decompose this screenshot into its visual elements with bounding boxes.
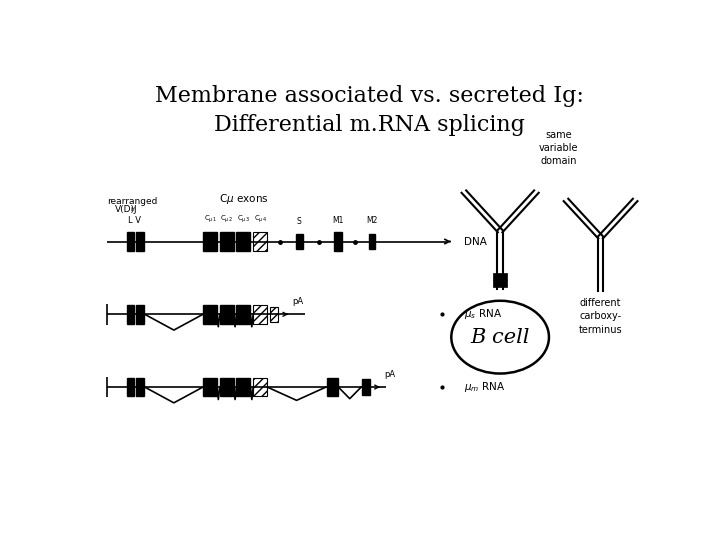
Text: $_H$: $_H$ — [130, 206, 136, 214]
Bar — [362, 379, 370, 395]
Text: V(D)J: V(D)J — [115, 206, 138, 214]
Bar — [127, 232, 134, 251]
Bar — [253, 232, 267, 251]
Bar — [369, 234, 375, 249]
Bar — [493, 273, 507, 280]
Text: Differential m.RNA splicing: Differential m.RNA splicing — [214, 114, 524, 136]
Bar — [127, 305, 134, 323]
Text: DNA: DNA — [464, 237, 487, 247]
Text: M1: M1 — [333, 215, 344, 225]
Bar — [220, 232, 234, 251]
Text: $\mu_m$ RNA: $\mu_m$ RNA — [464, 380, 505, 394]
Bar — [327, 377, 338, 396]
Bar — [296, 234, 302, 249]
Bar — [253, 377, 267, 396]
Bar — [127, 377, 134, 396]
Text: C$\mu$ exons: C$\mu$ exons — [219, 192, 269, 206]
Text: C$_{\mu 1}$: C$_{\mu 1}$ — [204, 213, 216, 225]
Bar — [220, 305, 234, 323]
Bar — [270, 307, 278, 322]
Bar — [136, 232, 145, 251]
Text: pA: pA — [384, 370, 395, 379]
Text: different
carboxy-
terminus: different carboxy- terminus — [579, 298, 622, 335]
Bar — [220, 377, 234, 396]
Bar — [236, 377, 251, 396]
Ellipse shape — [451, 301, 549, 374]
Bar — [236, 305, 251, 323]
Text: pA: pA — [292, 297, 303, 306]
Bar — [203, 232, 217, 251]
Text: C$_{\mu 4}$: C$_{\mu 4}$ — [253, 213, 266, 225]
Text: C$_{\mu 2}$: C$_{\mu 2}$ — [220, 213, 233, 225]
Text: same
variable
domain: same variable domain — [539, 130, 578, 166]
Bar — [334, 232, 342, 251]
Text: B cell: B cell — [470, 328, 530, 347]
Text: $\mu_s$ RNA: $\mu_s$ RNA — [464, 307, 502, 321]
Bar — [203, 305, 217, 323]
Bar — [493, 280, 507, 287]
Bar — [136, 377, 145, 396]
Bar — [236, 232, 251, 251]
Text: S: S — [297, 217, 302, 226]
Bar — [136, 305, 145, 323]
Text: C$_{\mu 3}$: C$_{\mu 3}$ — [237, 213, 250, 225]
Text: M2: M2 — [366, 215, 377, 225]
Text: L V: L V — [128, 215, 141, 225]
Bar — [253, 305, 267, 323]
Text: rearranged: rearranged — [107, 197, 157, 206]
Bar — [203, 377, 217, 396]
Text: Membrane associated vs. secreted Ig:: Membrane associated vs. secreted Ig: — [155, 85, 583, 107]
